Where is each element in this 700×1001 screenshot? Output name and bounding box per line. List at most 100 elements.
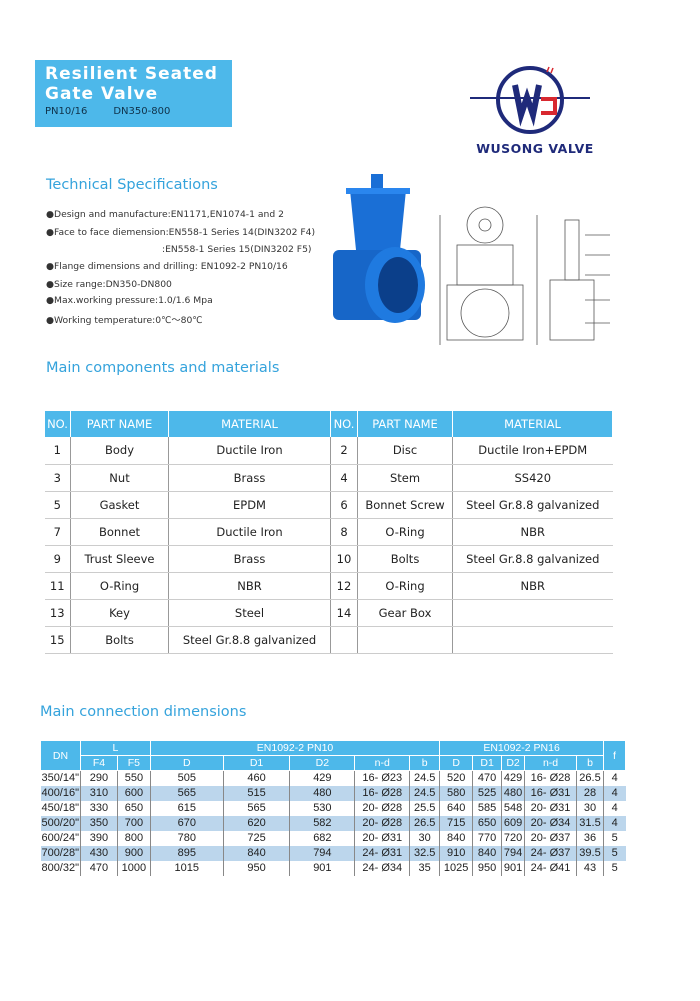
- sub-header: b: [409, 755, 441, 771]
- table-cell: Bolts: [357, 545, 453, 573]
- table-row: 5 Gasket EPDM 6 Bonnet Screw Steel Gr.8.8 gal…: [44, 491, 613, 519]
- table-cell: 35: [409, 860, 440, 876]
- components-table: NO. PART NAME MATERIAL NO. PART NAME MAT…: [44, 411, 613, 654]
- table-cell: Disc: [357, 437, 453, 465]
- table-row: 500/20" 350 700 670 620 582 20- Ø28 26.5 715 650 6…: [40, 815, 626, 831]
- table-cell: 14: [330, 599, 358, 627]
- table-cell: NBR: [452, 518, 613, 546]
- size-range: DN350-800: [113, 106, 171, 117]
- table-cell: 24- Ø31: [354, 845, 410, 861]
- sub-header: F4: [79, 755, 118, 771]
- table-cell: Ductile Iron: [168, 518, 331, 546]
- table-row: 700/28" 430 900 895 840 794 24- Ø31 32.5 910 840 7…: [40, 845, 626, 861]
- table-cell: 16- Ø31: [524, 785, 577, 801]
- valve-technical-drawing: [439, 206, 610, 345]
- table-cell: 2: [330, 437, 358, 465]
- table-row: 800/32" 470 1000 1015 950 901 24- Ø34 35 1025 950…: [41, 860, 626, 876]
- table-cell: 530: [289, 800, 355, 816]
- table-cell: 26.5: [576, 770, 604, 786]
- table-cell: [357, 626, 453, 654]
- spec-item: ●Max.working pressure:1.0/1.6 Mpa: [46, 295, 213, 306]
- col-header: PART NAME: [70, 411, 169, 437]
- col-header: PART NAME: [357, 411, 453, 437]
- table-cell: 30: [576, 800, 604, 816]
- col-header: NO.: [330, 411, 358, 437]
- table-row: 3 Nut Brass 4 Stem SS420: [44, 464, 613, 492]
- table-cell: 24.5: [409, 770, 440, 786]
- table-cell: 390: [79, 830, 118, 846]
- title-line-2: Gate Valve: [45, 84, 159, 104]
- table-cell: 3: [44, 464, 71, 492]
- table-cell: 770: [472, 830, 502, 846]
- table-cell: [452, 626, 613, 654]
- table-cell: 720: [501, 830, 525, 846]
- table-cell: Steel Gr.8.8 galvanized: [452, 545, 613, 573]
- table-cell: 840: [439, 830, 473, 846]
- table-cell: 16- Ø28: [354, 785, 410, 801]
- table-cell: 840: [472, 845, 502, 861]
- table-cell: 480: [501, 785, 525, 801]
- col-header: NO.: [44, 411, 71, 437]
- table-cell: 20- Ø31: [524, 800, 577, 816]
- table-cell: Steel Gr.8.8 galvanized: [452, 491, 613, 519]
- table-cell: 901: [501, 860, 525, 876]
- table-cell: 9: [44, 545, 71, 573]
- table-cell: 800/32": [41, 862, 80, 874]
- table-cell: 4: [602, 815, 626, 831]
- table-cell: 36: [576, 830, 604, 846]
- table-cell: Body: [70, 437, 169, 465]
- sub-header: D1: [472, 755, 503, 771]
- table-cell: Bolts: [70, 626, 169, 654]
- table-cell: 1025: [439, 860, 473, 876]
- table-cell: 1: [44, 437, 71, 465]
- table-row: 450/18" 330 650 615 565 530 20- Ø28 25.5 640 585 5…: [41, 800, 626, 816]
- components-heading: Main components and materials: [46, 360, 280, 376]
- sub-header: D: [439, 755, 474, 771]
- spec-item: ●Face to face diemension:EN558-1 Series …: [46, 227, 316, 238]
- table-cell: Steel Gr.8.8 galvanized: [168, 626, 331, 654]
- table-cell: 30: [409, 830, 440, 846]
- table-cell: 350: [79, 815, 118, 831]
- table-cell: Trust Sleeve: [70, 545, 169, 573]
- table-cell: Gasket: [70, 491, 169, 519]
- table-row: 7 Bonnet Ductile Iron 8 O-Ring NBR: [44, 518, 613, 546]
- col-header-l: L: [79, 740, 151, 756]
- table-cell: EPDM: [168, 491, 331, 519]
- table-cell: 11: [44, 572, 71, 600]
- table-cell: [452, 599, 613, 627]
- col-header-pn10: EN1092-2 PN10: [149, 740, 441, 756]
- table-cell: 682: [289, 830, 355, 846]
- table-row: 13 Key Steel 14 Gear Box: [44, 599, 613, 627]
- table-cell: 582: [289, 815, 355, 831]
- table-cell: 5: [602, 830, 626, 846]
- table-cell: 350/14": [41, 772, 80, 785]
- table-cell: 430: [79, 845, 118, 861]
- table-cell: 500/20": [40, 815, 81, 831]
- table-row: 600/24" 390 800 780 725 682 20- Ø31 30 840 770 720…: [41, 830, 626, 846]
- table-cell: 31.5: [576, 815, 604, 831]
- table-cell: 20- Ø31: [354, 830, 410, 846]
- table-row: 400/16" 310 600 565 515 480 16- Ø28 24.5 580 525 4…: [40, 785, 626, 801]
- table-cell: Bonnet: [70, 518, 169, 546]
- table-cell: 330: [79, 800, 118, 816]
- table-cell: SS420: [452, 464, 613, 492]
- table-cell: 670: [149, 815, 224, 831]
- table-cell: 5: [602, 860, 626, 876]
- table-cell: 800: [116, 830, 151, 846]
- table-cell: 550: [116, 770, 151, 786]
- table-cell: 43: [576, 860, 604, 876]
- table-cell: 950: [222, 860, 290, 876]
- table-cell: 794: [501, 845, 525, 861]
- table-cell: 600/24": [41, 832, 80, 844]
- table-cell: 450/18": [41, 802, 80, 814]
- table-cell: 8: [330, 518, 358, 546]
- table-cell: 609: [501, 815, 525, 831]
- table-cell: 24- Ø37: [524, 845, 577, 861]
- table-cell: 20- Ø28: [354, 800, 410, 816]
- table-row: 15 Bolts Steel Gr.8.8 galvanized: [44, 626, 613, 654]
- table-cell: [330, 626, 358, 654]
- table-cell: O-Ring: [70, 572, 169, 600]
- technical-specifications-heading: Technical Specifications: [46, 177, 218, 193]
- table-cell: Steel: [168, 599, 331, 627]
- table-cell: 32.5: [409, 845, 440, 861]
